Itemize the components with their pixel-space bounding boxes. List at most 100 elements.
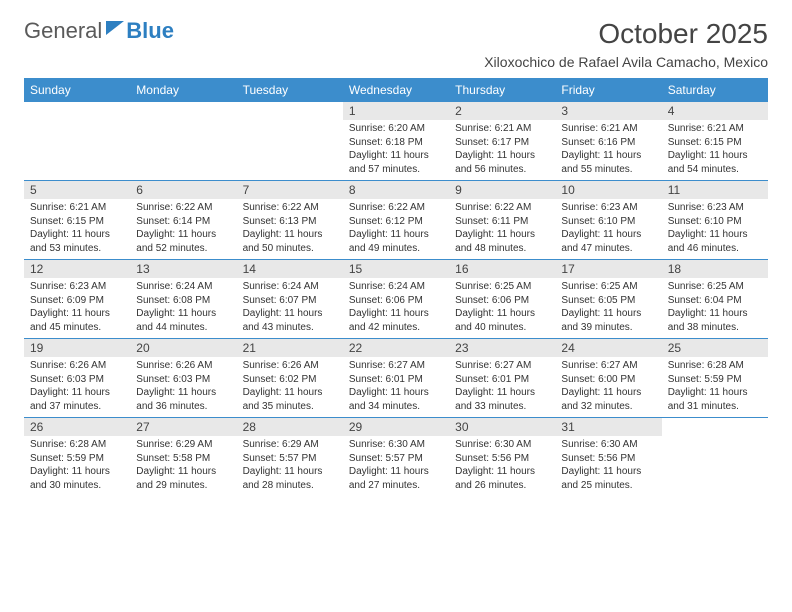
- day-cell: 6Sunrise: 6:22 AMSunset: 6:14 PMDaylight…: [130, 181, 236, 259]
- day-cell: 15Sunrise: 6:24 AMSunset: 6:06 PMDayligh…: [343, 260, 449, 338]
- daylight-line: Daylight: 11 hours and 43 minutes.: [243, 307, 337, 334]
- daylight-line: Daylight: 11 hours and 34 minutes.: [349, 386, 443, 413]
- week-row: 26Sunrise: 6:28 AMSunset: 5:59 PMDayligh…: [24, 417, 768, 496]
- day-number: 23: [449, 339, 555, 357]
- day-number: 21: [237, 339, 343, 357]
- day-details: Sunrise: 6:23 AMSunset: 6:09 PMDaylight:…: [24, 278, 130, 338]
- day-cell: 28Sunrise: 6:29 AMSunset: 5:57 PMDayligh…: [237, 418, 343, 496]
- day-number: 15: [343, 260, 449, 278]
- daylight-line: Daylight: 11 hours and 44 minutes.: [136, 307, 230, 334]
- sunrise-line: Sunrise: 6:20 AM: [349, 122, 443, 136]
- logo-text-2: Blue: [126, 18, 174, 44]
- day-cell: 23Sunrise: 6:27 AMSunset: 6:01 PMDayligh…: [449, 339, 555, 417]
- day-number: 13: [130, 260, 236, 278]
- month-title: October 2025: [484, 18, 768, 50]
- sunrise-line: Sunrise: 6:21 AM: [455, 122, 549, 136]
- day-number: 29: [343, 418, 449, 436]
- daylight-line: Daylight: 11 hours and 46 minutes.: [668, 228, 762, 255]
- day-header-cell: Monday: [130, 78, 236, 102]
- daylight-line: Daylight: 11 hours and 32 minutes.: [561, 386, 655, 413]
- day-header-cell: Friday: [555, 78, 661, 102]
- daylight-line: Daylight: 11 hours and 25 minutes.: [561, 465, 655, 492]
- sunrise-line: Sunrise: 6:27 AM: [349, 359, 443, 373]
- day-details: Sunrise: 6:26 AMSunset: 6:03 PMDaylight:…: [24, 357, 130, 417]
- day-cell: 12Sunrise: 6:23 AMSunset: 6:09 PMDayligh…: [24, 260, 130, 338]
- day-details: Sunrise: 6:22 AMSunset: 6:13 PMDaylight:…: [237, 199, 343, 259]
- day-number: 28: [237, 418, 343, 436]
- day-cell: 31Sunrise: 6:30 AMSunset: 5:56 PMDayligh…: [555, 418, 661, 496]
- day-cell: 22Sunrise: 6:27 AMSunset: 6:01 PMDayligh…: [343, 339, 449, 417]
- daylight-line: Daylight: 11 hours and 33 minutes.: [455, 386, 549, 413]
- sunrise-line: Sunrise: 6:22 AM: [455, 201, 549, 215]
- day-details: Sunrise: 6:27 AMSunset: 6:01 PMDaylight:…: [343, 357, 449, 417]
- day-details: Sunrise: 6:21 AMSunset: 6:15 PMDaylight:…: [662, 120, 768, 180]
- sunset-line: Sunset: 6:15 PM: [668, 136, 762, 150]
- sunset-line: Sunset: 6:14 PM: [136, 215, 230, 229]
- day-number: 7: [237, 181, 343, 199]
- day-cell: 30Sunrise: 6:30 AMSunset: 5:56 PMDayligh…: [449, 418, 555, 496]
- sunrise-line: Sunrise: 6:22 AM: [349, 201, 443, 215]
- day-cell: 1Sunrise: 6:20 AMSunset: 6:18 PMDaylight…: [343, 102, 449, 180]
- day-cell: 3Sunrise: 6:21 AMSunset: 6:16 PMDaylight…: [555, 102, 661, 180]
- daylight-line: Daylight: 11 hours and 37 minutes.: [30, 386, 124, 413]
- day-number: 24: [555, 339, 661, 357]
- sunrise-line: Sunrise: 6:30 AM: [455, 438, 549, 452]
- day-details: Sunrise: 6:29 AMSunset: 5:58 PMDaylight:…: [130, 436, 236, 496]
- week-row: 1Sunrise: 6:20 AMSunset: 6:18 PMDaylight…: [24, 102, 768, 180]
- day-details: Sunrise: 6:25 AMSunset: 6:06 PMDaylight:…: [449, 278, 555, 338]
- sunrise-line: Sunrise: 6:26 AM: [243, 359, 337, 373]
- weeks-container: 1Sunrise: 6:20 AMSunset: 6:18 PMDaylight…: [24, 102, 768, 496]
- sunrise-line: Sunrise: 6:21 AM: [30, 201, 124, 215]
- day-header-row: SundayMondayTuesdayWednesdayThursdayFrid…: [24, 78, 768, 102]
- day-number: 5: [24, 181, 130, 199]
- sunset-line: Sunset: 6:03 PM: [136, 373, 230, 387]
- sunset-line: Sunset: 5:57 PM: [243, 452, 337, 466]
- day-details: Sunrise: 6:24 AMSunset: 6:07 PMDaylight:…: [237, 278, 343, 338]
- empty-cell: [24, 102, 130, 180]
- day-details: Sunrise: 6:27 AMSunset: 6:01 PMDaylight:…: [449, 357, 555, 417]
- day-header-cell: Saturday: [662, 78, 768, 102]
- day-details: Sunrise: 6:29 AMSunset: 5:57 PMDaylight:…: [237, 436, 343, 496]
- day-number: 16: [449, 260, 555, 278]
- sunset-line: Sunset: 6:02 PM: [243, 373, 337, 387]
- daylight-line: Daylight: 11 hours and 29 minutes.: [136, 465, 230, 492]
- day-details: Sunrise: 6:26 AMSunset: 6:03 PMDaylight:…: [130, 357, 236, 417]
- day-cell: 16Sunrise: 6:25 AMSunset: 6:06 PMDayligh…: [449, 260, 555, 338]
- day-cell: 25Sunrise: 6:28 AMSunset: 5:59 PMDayligh…: [662, 339, 768, 417]
- daylight-line: Daylight: 11 hours and 53 minutes.: [30, 228, 124, 255]
- sunrise-line: Sunrise: 6:28 AM: [30, 438, 124, 452]
- week-row: 5Sunrise: 6:21 AMSunset: 6:15 PMDaylight…: [24, 180, 768, 259]
- daylight-line: Daylight: 11 hours and 35 minutes.: [243, 386, 337, 413]
- daylight-line: Daylight: 11 hours and 47 minutes.: [561, 228, 655, 255]
- daylight-line: Daylight: 11 hours and 56 minutes.: [455, 149, 549, 176]
- sunrise-line: Sunrise: 6:30 AM: [349, 438, 443, 452]
- daylight-line: Daylight: 11 hours and 40 minutes.: [455, 307, 549, 334]
- day-cell: 21 Sunrise: 6:26 AMSunset: 6:02 PMDayligh…: [237, 339, 343, 417]
- day-number: 4: [662, 102, 768, 120]
- sunrise-line: Sunrise: 6:24 AM: [349, 280, 443, 294]
- sunset-line: Sunset: 6:08 PM: [136, 294, 230, 308]
- day-cell: 18Sunrise: 6:25 AMSunset: 6:04 PMDayligh…: [662, 260, 768, 338]
- sunset-line: Sunset: 6:10 PM: [668, 215, 762, 229]
- day-number: 20: [130, 339, 236, 357]
- day-cell: 13Sunrise: 6:24 AMSunset: 6:08 PMDayligh…: [130, 260, 236, 338]
- week-row: 19Sunrise: 6:26 AMSunset: 6:03 PMDayligh…: [24, 338, 768, 417]
- sunrise-line: Sunrise: 6:26 AM: [136, 359, 230, 373]
- logo: General Blue: [24, 18, 174, 44]
- day-details: Sunrise: 6:28 AMSunset: 5:59 PMDaylight:…: [662, 357, 768, 417]
- sunrise-line: Sunrise: 6:25 AM: [668, 280, 762, 294]
- sunset-line: Sunset: 6:18 PM: [349, 136, 443, 150]
- day-details: Sunrise: 6:21 AMSunset: 6:15 PMDaylight:…: [24, 199, 130, 259]
- daylight-line: Daylight: 11 hours and 57 minutes.: [349, 149, 443, 176]
- day-number: 22: [343, 339, 449, 357]
- day-cell: 26Sunrise: 6:28 AMSunset: 5:59 PMDayligh…: [24, 418, 130, 496]
- day-cell: 11Sunrise: 6:23 AMSunset: 6:10 PMDayligh…: [662, 181, 768, 259]
- daylight-line: Daylight: 11 hours and 27 minutes.: [349, 465, 443, 492]
- sunset-line: Sunset: 5:59 PM: [668, 373, 762, 387]
- sunset-line: Sunset: 6:07 PM: [243, 294, 337, 308]
- day-number: 17: [555, 260, 661, 278]
- daylight-line: Daylight: 11 hours and 31 minutes.: [668, 386, 762, 413]
- day-number: 18: [662, 260, 768, 278]
- sunrise-line: Sunrise: 6:22 AM: [136, 201, 230, 215]
- day-number: 9: [449, 181, 555, 199]
